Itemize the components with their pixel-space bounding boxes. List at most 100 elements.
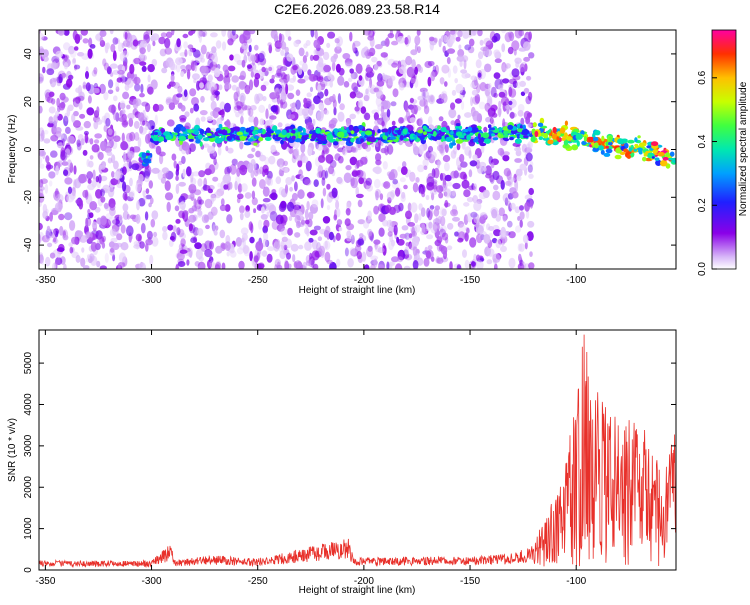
- noise-speck: [179, 232, 186, 240]
- signal-speck: [565, 136, 573, 141]
- noise-speck: [215, 40, 222, 49]
- noise-speck: [195, 249, 203, 260]
- y-tick-label: 2000: [23, 476, 34, 499]
- noise-speck: [201, 214, 210, 224]
- noise-speck: [320, 198, 324, 209]
- noise-speck: [215, 260, 221, 267]
- noise-speck: [488, 82, 492, 93]
- noise-speck: [222, 64, 229, 73]
- noise-speck: [197, 178, 203, 187]
- signal-speck: [199, 128, 205, 135]
- signal-speck: [556, 131, 561, 137]
- signal-speck: [154, 140, 159, 146]
- noise-speck: [371, 56, 378, 63]
- noise-speck: [91, 69, 98, 77]
- noise-speck: [270, 105, 278, 113]
- noise-speck: [334, 209, 338, 220]
- noise-speck: [263, 81, 269, 86]
- noise-speck: [65, 126, 71, 134]
- noise-speck: [101, 115, 107, 123]
- noise-speck: [433, 184, 438, 193]
- noise-speck: [387, 32, 395, 39]
- noise-speck: [380, 112, 387, 118]
- noise-speck: [425, 194, 430, 201]
- noise-speck: [253, 208, 257, 214]
- noise-speck: [195, 117, 201, 127]
- noise-speck: [351, 82, 358, 91]
- noise-speck: [94, 139, 100, 144]
- noise-speck: [91, 221, 98, 229]
- noise-speck: [80, 257, 86, 267]
- signal-speck: [593, 142, 599, 149]
- noise-speck: [238, 260, 245, 269]
- noise-speck: [187, 44, 194, 50]
- noise-speck: [55, 110, 60, 117]
- noise-speck: [39, 231, 44, 242]
- noise-speck: [104, 252, 109, 263]
- noise-speck: [112, 242, 120, 251]
- noise-speck: [328, 231, 334, 241]
- noise-speck: [228, 181, 233, 190]
- noise-speck: [287, 92, 295, 100]
- noise-speck: [139, 93, 145, 98]
- noise-speck: [122, 91, 130, 100]
- noise-speck: [296, 261, 303, 269]
- signal-speck: [347, 133, 353, 136]
- noise-speck: [504, 63, 511, 69]
- noise-speck: [287, 114, 296, 120]
- noise-speck: [103, 91, 109, 101]
- noise-speck: [387, 231, 393, 237]
- noise-speck: [39, 73, 44, 84]
- signal-speck: [291, 135, 296, 140]
- noise-speck: [461, 55, 469, 63]
- signal-speck: [509, 137, 514, 141]
- noise-speck: [145, 188, 150, 194]
- noise-speck: [331, 187, 338, 198]
- signal-speck: [187, 135, 193, 139]
- noise-speck: [419, 117, 424, 128]
- noise-speck: [280, 41, 287, 50]
- noise-speck: [511, 40, 520, 51]
- noise-speck: [137, 137, 142, 148]
- signal-speck: [258, 137, 264, 142]
- x-tick-label: -300: [142, 576, 162, 587]
- noise-speck: [462, 249, 467, 258]
- noise-speck: [502, 101, 507, 112]
- noise-speck: [313, 49, 317, 55]
- signal-speck: [489, 127, 496, 131]
- noise-speck: [54, 202, 63, 212]
- noise-speck: [318, 57, 324, 68]
- noise-speck: [50, 150, 58, 158]
- y-tick-label: 40: [23, 48, 34, 60]
- noise-speck: [450, 30, 456, 35]
- noise-speck: [199, 82, 204, 89]
- noise-speck: [366, 184, 373, 192]
- noise-speck: [164, 192, 174, 201]
- noise-speck: [270, 192, 278, 201]
- noise-speck: [285, 177, 293, 185]
- noise-speck: [108, 216, 117, 227]
- noise-speck: [412, 260, 419, 269]
- signal-speck: [274, 136, 282, 140]
- signal-speck: [409, 133, 416, 140]
- noise-speck: [193, 198, 197, 208]
- signal-speck: [230, 134, 237, 138]
- noise-speck: [49, 252, 56, 259]
- noise-speck: [227, 38, 234, 46]
- noise-speck: [456, 265, 462, 269]
- noise-speck: [48, 91, 55, 98]
- noise-speck: [309, 229, 318, 236]
- noise-speck: [517, 109, 524, 117]
- signal-speck: [178, 135, 187, 142]
- noise-speck: [346, 223, 355, 231]
- noise-speck: [349, 156, 358, 166]
- noise-speck: [374, 188, 382, 198]
- noise-speck: [517, 104, 525, 112]
- noise-speck: [427, 76, 432, 87]
- noise-speck: [262, 186, 270, 197]
- noise-speck: [286, 73, 290, 82]
- noise-speck: [408, 233, 413, 239]
- noise-speck: [373, 112, 379, 121]
- noise-speck: [509, 31, 515, 42]
